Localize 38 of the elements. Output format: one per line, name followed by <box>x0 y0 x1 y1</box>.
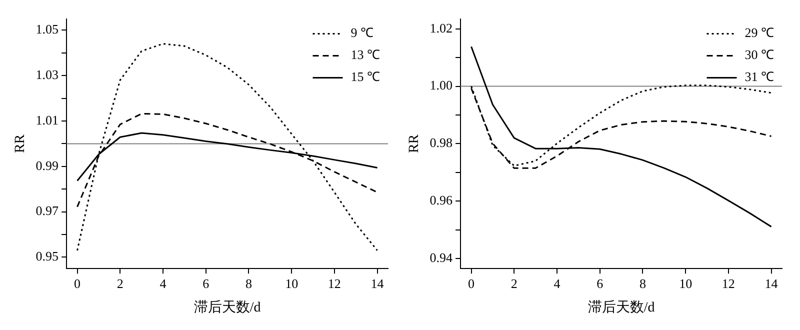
y-tick-label: 1.01 <box>36 112 59 128</box>
x-tick-label: 0 <box>74 276 81 291</box>
legend-label: 29 ℃ <box>744 25 774 40</box>
legend-label: 15 ℃ <box>350 69 380 84</box>
x-tick-label: 12 <box>328 276 341 291</box>
y-tick-label: 0.98 <box>430 135 453 150</box>
x-tick-label: 6 <box>596 276 604 291</box>
x-tick-label: 2 <box>510 276 518 291</box>
legend-label: 9 ℃ <box>350 25 374 40</box>
x-tick-label: 2 <box>116 276 124 291</box>
y-tick-label: 1.00 <box>430 78 453 93</box>
x-tick-label: 6 <box>202 276 210 291</box>
x-tick-label: 4 <box>160 276 167 291</box>
y-tick-label: 0.94 <box>430 250 454 265</box>
y-axis-title: RR <box>13 134 28 154</box>
line-series <box>76 43 378 252</box>
x-tick-label: 4 <box>554 276 561 291</box>
y-tick-label: 1.03 <box>36 66 59 82</box>
x-axis-title: 滞后天数/d <box>588 299 655 316</box>
x-axis-title: 滞后天数/d <box>194 299 261 316</box>
legend-label: 30 ℃ <box>744 47 774 62</box>
x-tick-label: 10 <box>285 276 298 291</box>
y-tick-label: 1.02 <box>430 20 453 36</box>
x-tick-label: 10 <box>679 276 692 291</box>
y-tick-label: 0.99 <box>36 158 59 173</box>
x-tick-label: 12 <box>722 276 735 291</box>
y-tick-label: 1.05 <box>36 22 59 37</box>
x-tick-label: 14 <box>370 276 384 291</box>
legend-label: 13 ℃ <box>350 47 380 62</box>
x-tick-label: 0 <box>468 276 475 291</box>
y-tick-label: 0.97 <box>36 203 60 218</box>
x-tick-label: 8 <box>639 276 646 291</box>
y-axis-title: RR <box>407 134 422 154</box>
x-tick-label: 14 <box>764 276 778 291</box>
y-tick-label: 0.96 <box>430 192 454 208</box>
legend-label: 31 ℃ <box>744 69 774 84</box>
y-tick-label: 0.95 <box>36 248 59 264</box>
x-tick-label: 8 <box>245 276 252 291</box>
